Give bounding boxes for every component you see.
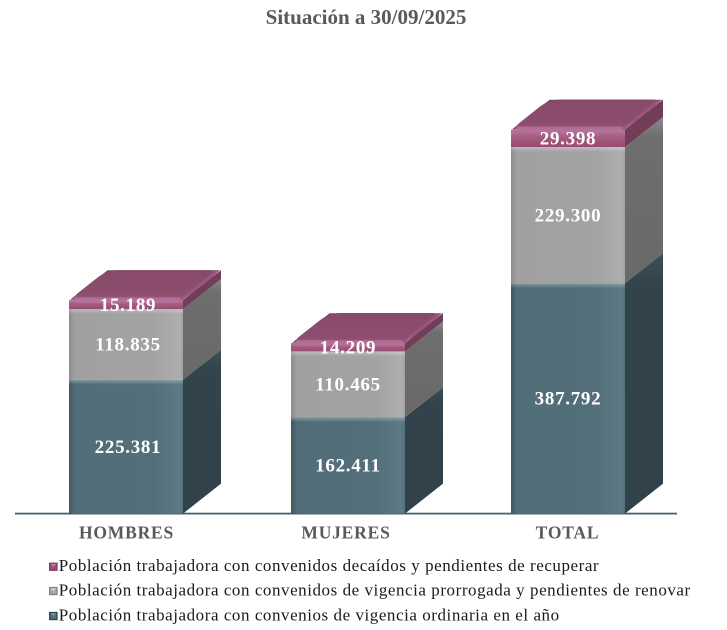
svg-text:29.398: 29.398: [540, 128, 596, 149]
svg-text:229.300: 229.300: [535, 205, 602, 226]
svg-text:162.411: 162.411: [315, 456, 381, 477]
svg-text:Situación a 30/09/2025: Situación a 30/09/2025: [266, 5, 467, 29]
svg-text:Población trabajadora con conv: Población trabajadora con convenios de v…: [59, 605, 560, 624]
svg-text:15.189: 15.189: [100, 295, 156, 316]
svg-text:TOTAL: TOTAL: [536, 523, 600, 543]
svg-text:225.381: 225.381: [95, 437, 162, 458]
svg-text:118.835: 118.835: [95, 335, 161, 356]
svg-text:387.792: 387.792: [535, 389, 602, 410]
svg-text:HOMBRES: HOMBRES: [79, 523, 174, 543]
svg-text:14.209: 14.209: [320, 338, 376, 359]
svg-text:MUJERES: MUJERES: [301, 523, 390, 543]
svg-text:Población trabajadora con conv: Población trabajadora con convenidos dec…: [59, 556, 599, 575]
svg-text:110.465: 110.465: [315, 375, 381, 396]
svg-text:Población trabajadora con conv: Población trabajadora con convenidos de …: [59, 580, 691, 599]
